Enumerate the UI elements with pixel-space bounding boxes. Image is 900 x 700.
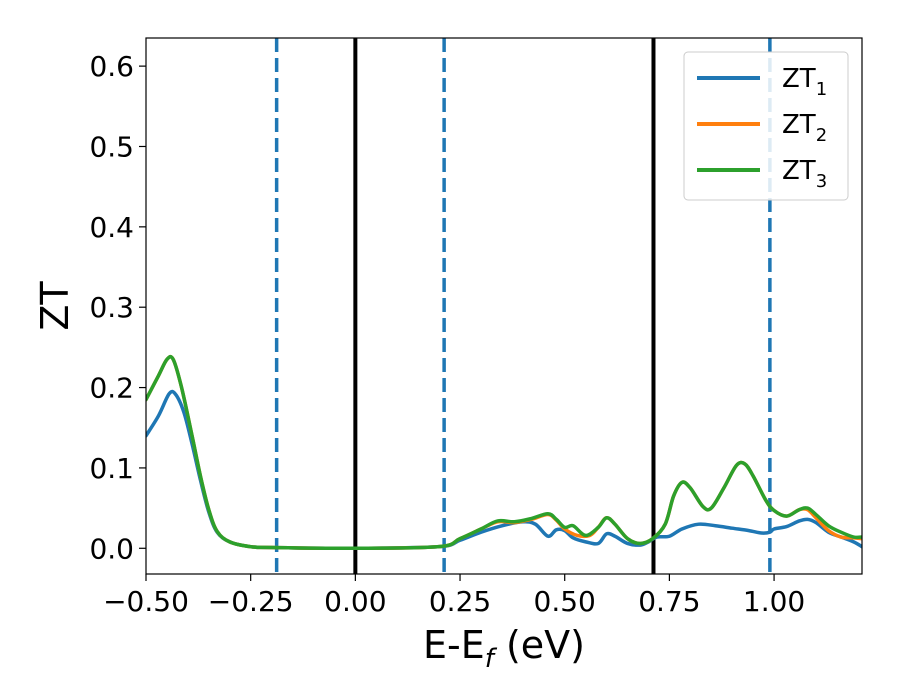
legend: ZT1 ZT2 ZT3 bbox=[683, 51, 849, 201]
legend-label: ZT2 bbox=[782, 110, 827, 146]
series-lines bbox=[146, 354, 862, 551]
legend-label: ZT3 bbox=[782, 156, 827, 192]
y-axis: 0.0 0.1 0.2 0.3 0.4 0.5 0.6 bbox=[89, 50, 146, 565]
y-tick-label: 0.4 bbox=[89, 211, 134, 244]
reference-lines bbox=[274, 38, 772, 574]
x-tick-label: 0.75 bbox=[638, 585, 700, 618]
x-tick-label: −0.50 bbox=[103, 585, 189, 618]
plot-frame bbox=[145, 37, 863, 575]
x-axis-label: E-Ef (eV) bbox=[423, 623, 585, 674]
legend-label: ZT1 bbox=[782, 64, 827, 100]
x-tick-label: 0.25 bbox=[429, 585, 491, 618]
y-tick-label: 0.6 bbox=[89, 50, 134, 83]
x-tick-label: −0.25 bbox=[208, 585, 294, 618]
y-tick-label: 0.1 bbox=[89, 452, 134, 485]
y-axis-label: ZT bbox=[33, 281, 77, 331]
x-axis: −0.50 −0.25 0.00 0.25 0.50 0.75 1.00 bbox=[103, 574, 805, 618]
x-tick-label: 0.00 bbox=[324, 585, 386, 618]
series-line-zt3 bbox=[146, 354, 862, 551]
y-tick-label: 0.0 bbox=[89, 532, 134, 565]
x-tick-label: 0.50 bbox=[534, 585, 596, 618]
y-tick-label: 0.5 bbox=[89, 130, 134, 163]
x-tick-label: 1.00 bbox=[743, 585, 805, 618]
legend-box bbox=[683, 51, 849, 201]
y-tick-label: 0.2 bbox=[89, 372, 134, 405]
y-tick-label: 0.3 bbox=[89, 291, 134, 324]
